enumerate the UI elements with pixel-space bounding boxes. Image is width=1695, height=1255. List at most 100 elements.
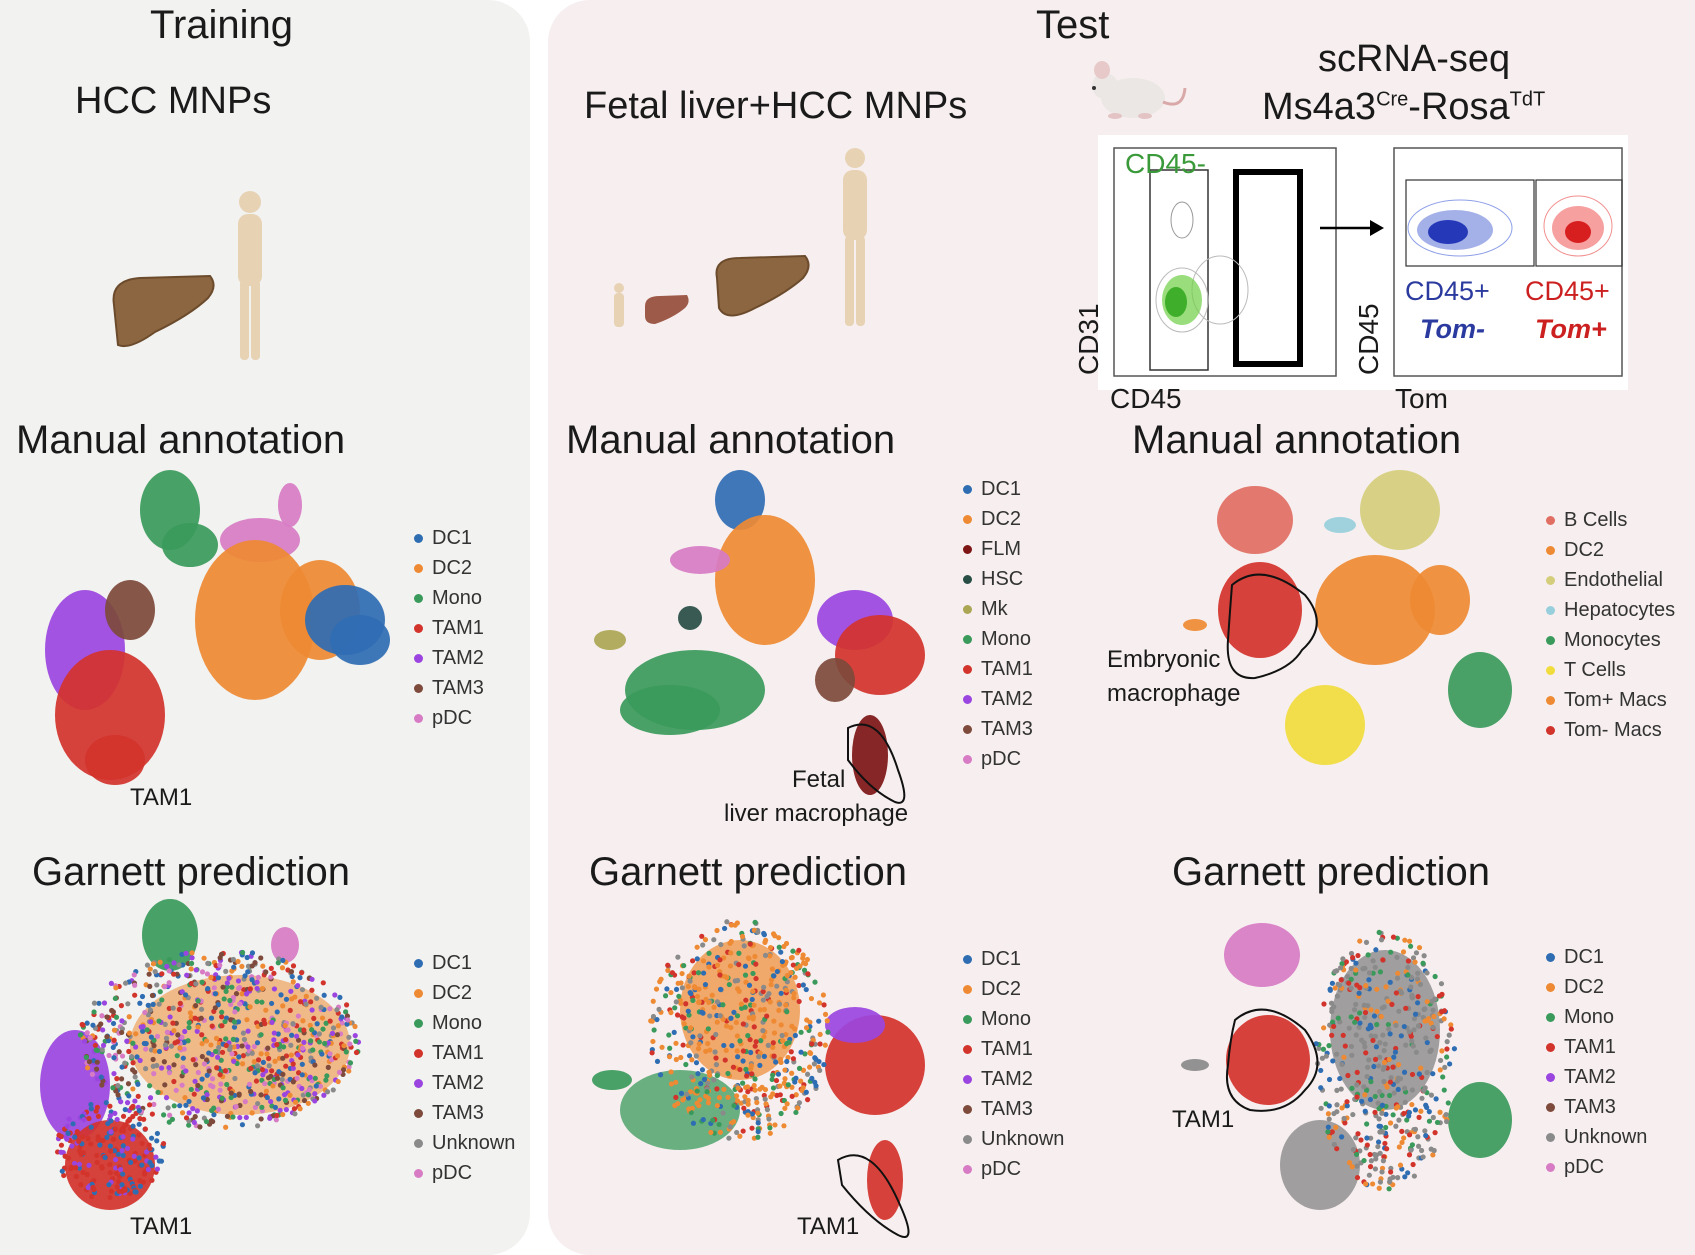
cell-point — [127, 1116, 133, 1122]
cell-point — [151, 1071, 157, 1077]
cell-point — [312, 1098, 318, 1104]
cell-point — [696, 1041, 702, 1047]
cell-point — [142, 1009, 148, 1016]
cell-point — [136, 1155, 142, 1161]
cluster-blob — [678, 606, 702, 630]
cell-point — [809, 1075, 815, 1081]
cell-point — [289, 1032, 295, 1038]
cell-point — [788, 1049, 794, 1055]
cell-point — [696, 999, 702, 1005]
cell-point — [91, 1000, 98, 1006]
cell-point — [1366, 970, 1373, 976]
cell-point — [1416, 1071, 1422, 1077]
cell-point — [347, 1060, 354, 1066]
cell-point — [1442, 1064, 1448, 1070]
cell-point — [723, 1023, 730, 1029]
cell-point — [782, 1067, 788, 1073]
cell-point — [211, 1112, 217, 1118]
cell-point — [139, 993, 146, 1000]
cell-point — [290, 979, 296, 985]
cell-point — [210, 1084, 216, 1090]
cell-point — [240, 1030, 246, 1036]
cell-point — [86, 1115, 92, 1122]
cell-point — [273, 1117, 279, 1123]
cell-point — [686, 1106, 692, 1112]
cell-point — [1357, 938, 1363, 944]
cell-point — [1411, 1027, 1417, 1033]
cell-point — [1390, 1112, 1396, 1118]
cell-point — [1362, 1009, 1369, 1016]
cell-point — [253, 1078, 260, 1084]
cell-point — [258, 1092, 264, 1098]
cell-point — [242, 973, 248, 979]
cell-point — [1316, 1045, 1322, 1052]
cluster-blob — [1448, 1082, 1512, 1158]
cell-point — [770, 1072, 776, 1078]
cell-point — [673, 999, 679, 1005]
cell-point — [807, 1064, 813, 1070]
cell-point — [254, 1063, 260, 1069]
cell-point — [1376, 1063, 1382, 1069]
cell-point — [673, 1079, 679, 1085]
cell-point — [204, 1072, 210, 1078]
cell-point — [1353, 1001, 1359, 1007]
legend-swatch-icon — [1546, 725, 1555, 735]
cell-point — [650, 1038, 656, 1045]
cell-point — [718, 941, 724, 948]
cell-point — [1364, 1142, 1370, 1148]
cell-point — [306, 1086, 312, 1093]
cell-point — [714, 1019, 720, 1025]
cell-point — [104, 1134, 110, 1141]
cell-point — [137, 1057, 143, 1064]
cell-point — [180, 1055, 186, 1061]
legend-label: TAM1 — [432, 1041, 484, 1064]
cell-point — [70, 1121, 76, 1127]
cell-point — [136, 1132, 142, 1138]
legend-swatch-icon — [963, 954, 972, 964]
cell-point — [711, 1004, 717, 1010]
cell-point — [128, 1053, 135, 1060]
legend-label: Mono — [981, 1007, 1032, 1030]
legend-label: TAM1 — [981, 657, 1033, 680]
cell-point — [1373, 1156, 1379, 1162]
cell-point — [717, 986, 724, 992]
mouse-manual-legend: B Cells DC2 Endothelial Hepatocytes Monocyte… — [1546, 505, 1675, 745]
cell-point — [93, 1066, 100, 1072]
cell-point — [668, 1009, 674, 1016]
cell-point — [265, 1045, 271, 1051]
cell-point — [1321, 1001, 1327, 1007]
cell-point — [822, 1042, 828, 1048]
cell-point — [203, 1038, 210, 1044]
cluster-blob — [195, 540, 315, 700]
cell-point — [722, 925, 728, 932]
cell-point — [118, 1076, 125, 1082]
cell-point — [1403, 1042, 1409, 1048]
cell-point — [297, 999, 304, 1005]
cell-point — [255, 974, 261, 980]
cell-point — [1379, 1092, 1385, 1098]
cell-point — [132, 1158, 138, 1164]
cell-point — [1402, 1099, 1408, 1105]
cell-point — [1381, 1078, 1387, 1085]
cell-point — [749, 1125, 755, 1131]
cell-point — [1373, 1152, 1380, 1158]
legend-label: Mono — [432, 586, 483, 609]
legend-label: TAM2 — [981, 687, 1033, 710]
cell-point — [817, 1041, 823, 1047]
cell-point — [114, 1116, 120, 1123]
cell-point — [335, 1078, 341, 1085]
cell-point — [746, 982, 753, 988]
fetal-garnett-title: Garnett prediction — [589, 850, 907, 894]
legend-swatch-icon — [414, 563, 423, 573]
cell-point — [1318, 1085, 1324, 1091]
cell-point — [208, 974, 214, 981]
cell-point — [783, 987, 789, 993]
cell-point — [761, 1006, 767, 1013]
cell-point — [281, 1044, 287, 1050]
cell-point — [223, 968, 229, 974]
human-figure-icon — [238, 191, 262, 360]
cell-point — [1353, 960, 1359, 966]
cell-point — [194, 1108, 200, 1114]
cell-point — [174, 1053, 180, 1059]
cell-point — [679, 1014, 685, 1020]
